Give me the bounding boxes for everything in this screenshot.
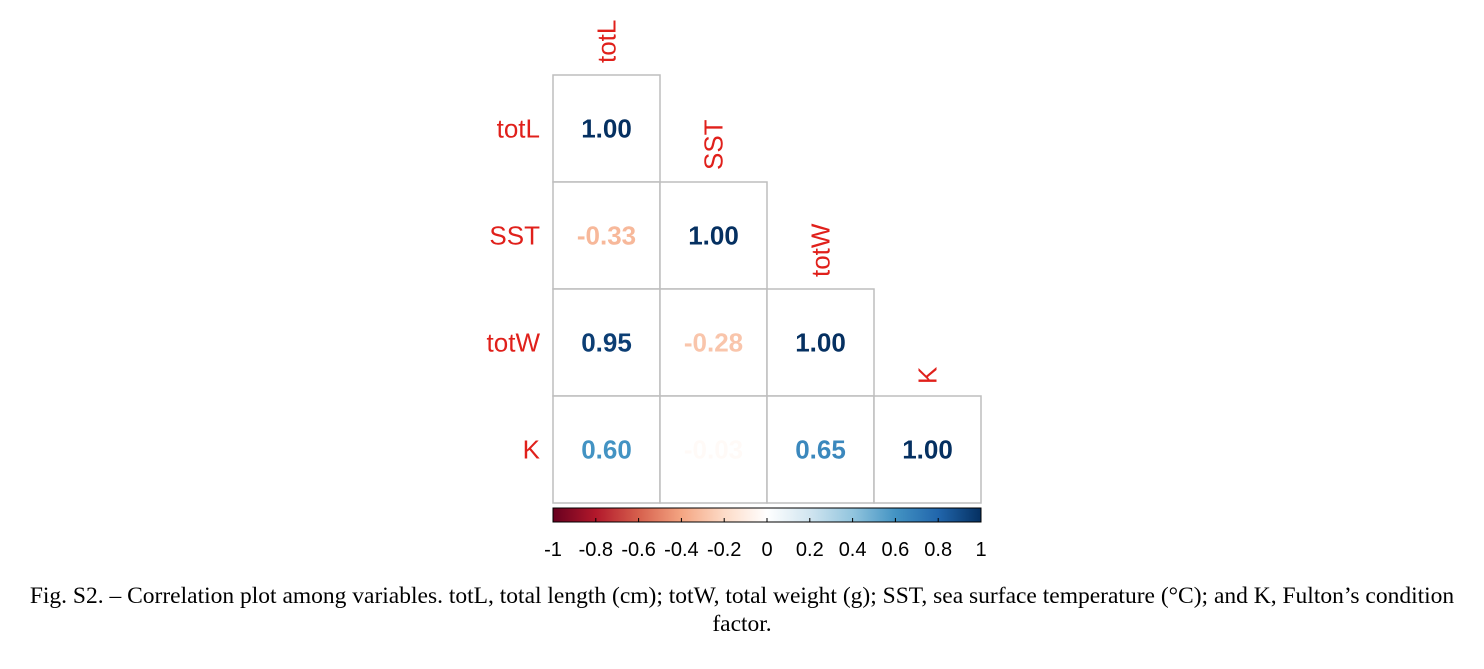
colorbar-tick-label: -1: [544, 539, 562, 561]
cell-K-totL: [552, 395, 661, 504]
correlation-cells: 1.00 -0.33 1.00 0.95 -0.28 1.00 0.60 -0.03 0.65 1…: [552, 74, 982, 504]
row-label-totL: totL: [497, 114, 540, 144]
figure-caption: Fig. S2. – Correlation plot among variab…: [29, 583, 1455, 637]
cell-value-totW-totW: 1.00: [795, 328, 846, 358]
cell-K-totW: [766, 395, 875, 504]
colorbar-tick-label: -0.4: [664, 539, 698, 561]
row-label-totW: totW: [487, 328, 541, 358]
cell-value-totL-totL: 1.00: [581, 114, 632, 144]
colorbar-tick-label: 0: [761, 539, 772, 561]
colorbar-tick-label: -0.8: [579, 539, 613, 561]
cell-value-K-SST: -0.03: [684, 435, 743, 465]
colorbar-tick-label: 1: [975, 539, 986, 561]
cell-value-K-K: 1.00: [902, 435, 953, 465]
colorbar-tick-label: -0.2: [707, 539, 741, 561]
cell-value-totW-SST: -0.28: [684, 328, 743, 358]
cell-value-SST-totL: -0.33: [577, 221, 636, 251]
cell-value-totW-totL: 0.95: [581, 328, 632, 358]
cell-SST-totL: [552, 181, 661, 290]
cell-value-SST-SST: 1.00: [688, 221, 739, 251]
column-labels: totL SST totW K: [592, 20, 943, 384]
cell-value-K-totL: 0.60: [581, 435, 632, 465]
colorbar-tick-label: 0.6: [881, 539, 909, 561]
cell-K-SST: [659, 395, 768, 504]
cell-value-K-totW: 0.65: [795, 435, 846, 465]
column-label-totW: totW: [806, 223, 836, 277]
cell-totL-totL: [552, 74, 661, 183]
cell-totW-totW: [766, 288, 875, 397]
colorbar: -1 -0.8 -0.6 -0.4 -0.2 0 0.2 0.4 0.6 0.8 1: [544, 507, 987, 561]
colorbar-tick-label: 0.4: [839, 539, 867, 561]
row-labels: totL SST totW K: [487, 114, 541, 465]
colorbar-tick-label: 0.2: [796, 539, 824, 561]
colorbar-tick-label: -0.6: [621, 539, 655, 561]
cell-K-K: [873, 395, 982, 504]
column-label-totL: totL: [592, 20, 622, 63]
cell-SST-SST: [659, 181, 768, 290]
colorbar-tick-label: 0.8: [924, 539, 952, 561]
row-label-K: K: [523, 435, 541, 465]
column-label-SST: SST: [699, 119, 729, 170]
cell-totW-totL: [552, 288, 661, 397]
column-label-K: K: [913, 366, 943, 384]
row-label-SST: SST: [489, 221, 540, 251]
